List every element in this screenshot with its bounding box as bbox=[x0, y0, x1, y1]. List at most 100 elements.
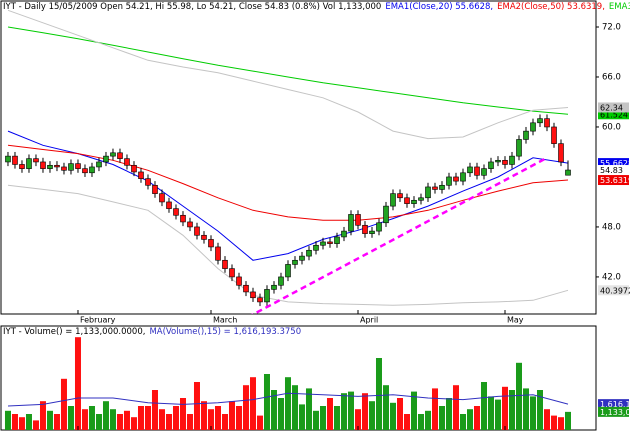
candle-body bbox=[243, 284, 249, 293]
volume-bar bbox=[522, 388, 529, 430]
x-tick-label: February bbox=[80, 316, 116, 325]
candle-body bbox=[229, 268, 235, 278]
value-tag-bg bbox=[598, 406, 629, 417]
candle-body bbox=[404, 197, 410, 204]
volume-header: IYT - Volume() = 1,133,000.0000, MA(Volum… bbox=[3, 327, 301, 337]
volume-bar bbox=[543, 409, 550, 430]
candle-body bbox=[68, 163, 74, 171]
candle-body bbox=[5, 155, 11, 163]
volume-ma bbox=[7, 392, 569, 407]
volume-bar bbox=[515, 362, 522, 430]
volume-bar bbox=[438, 406, 445, 430]
value-tag: 55.6628 bbox=[600, 159, 630, 168]
candle-body bbox=[523, 130, 529, 140]
volume-bar bbox=[81, 409, 88, 430]
volume-bar bbox=[480, 382, 487, 430]
indicator-line bbox=[7, 144, 569, 221]
volume-bar bbox=[172, 406, 179, 430]
volume-bar bbox=[144, 406, 151, 430]
volume-bar bbox=[431, 388, 438, 430]
value-tag: 54.83 bbox=[600, 166, 623, 175]
volume-bar bbox=[473, 406, 480, 430]
volume-bar bbox=[501, 386, 508, 430]
candle-body bbox=[187, 221, 193, 228]
candle-body bbox=[61, 166, 67, 171]
volume-bar bbox=[333, 406, 340, 430]
candle-body bbox=[194, 226, 200, 236]
candle-body bbox=[285, 264, 291, 278]
candle-body bbox=[481, 168, 487, 176]
candle-body bbox=[383, 205, 389, 224]
candle-body bbox=[292, 259, 298, 265]
candle-body bbox=[530, 122, 536, 132]
volume-plot bbox=[4, 337, 571, 430]
candle-body bbox=[117, 152, 123, 159]
volume-bar bbox=[277, 398, 284, 430]
volume-bar bbox=[158, 409, 165, 430]
candle-body bbox=[54, 164, 60, 168]
candle-body bbox=[453, 176, 459, 182]
candle-body bbox=[369, 230, 375, 234]
candle-body bbox=[551, 126, 557, 144]
candle-body bbox=[488, 161, 494, 169]
candle-body bbox=[33, 158, 39, 163]
indicator-line bbox=[7, 130, 569, 261]
candle-body bbox=[236, 276, 242, 286]
value-tag: 61.524 bbox=[600, 110, 628, 119]
volume-bar bbox=[403, 414, 410, 430]
candle-body bbox=[432, 186, 438, 190]
volume-bar bbox=[25, 414, 32, 430]
candle-body bbox=[355, 214, 361, 226]
value-tag: 1,616,193 bbox=[600, 400, 630, 409]
volume-bar bbox=[200, 401, 207, 430]
volume-bar bbox=[389, 402, 396, 430]
candle-body bbox=[173, 208, 179, 216]
candle-body bbox=[180, 214, 186, 223]
volume-bar bbox=[95, 414, 102, 430]
candle-body bbox=[159, 193, 165, 203]
x-tick-label: April bbox=[360, 316, 378, 325]
volume-bar bbox=[298, 404, 305, 430]
candle-body bbox=[138, 171, 144, 179]
candle-body bbox=[215, 246, 221, 261]
volume-bar bbox=[151, 390, 158, 430]
candle-body bbox=[348, 214, 354, 232]
volume-bar bbox=[340, 393, 347, 430]
volume-bar bbox=[32, 420, 39, 430]
volume-bar bbox=[382, 385, 389, 430]
candle-body bbox=[75, 163, 81, 169]
volume-bar bbox=[284, 377, 291, 430]
candle-body bbox=[474, 166, 480, 176]
volume-bar bbox=[88, 406, 95, 430]
volume-bar bbox=[312, 410, 319, 430]
candle-body bbox=[320, 241, 326, 246]
volume-bar bbox=[410, 391, 417, 430]
volume-bar bbox=[249, 377, 256, 430]
x-tick-label: March bbox=[213, 316, 237, 325]
candle-body bbox=[257, 297, 263, 303]
volume-bar bbox=[123, 410, 130, 430]
volume-bar bbox=[67, 406, 74, 430]
volume-bar bbox=[494, 399, 501, 430]
y-tick-label: 48.0 bbox=[602, 222, 621, 232]
volume-bar bbox=[487, 396, 494, 430]
value-tag: 40.3972 bbox=[600, 286, 630, 295]
candle-body bbox=[124, 158, 130, 166]
volume-bar bbox=[452, 385, 459, 430]
volume-bar bbox=[179, 398, 186, 430]
volume-bar bbox=[557, 417, 564, 430]
legend-entry: EMA2(Close,50) 53.6319, bbox=[497, 2, 605, 12]
candle-body bbox=[47, 164, 53, 169]
candle-body bbox=[495, 159, 501, 163]
candle-body bbox=[201, 234, 207, 240]
volume-bar bbox=[53, 414, 60, 430]
volume-bar bbox=[564, 411, 571, 430]
candle-body bbox=[565, 169, 571, 176]
candle-body bbox=[376, 222, 382, 232]
value-tag-bg bbox=[598, 399, 629, 410]
volume-bar bbox=[186, 414, 193, 430]
volume-bar bbox=[242, 385, 249, 430]
candle-body bbox=[327, 241, 333, 244]
value-tag-bg bbox=[598, 175, 629, 186]
volume-bar bbox=[550, 415, 557, 430]
